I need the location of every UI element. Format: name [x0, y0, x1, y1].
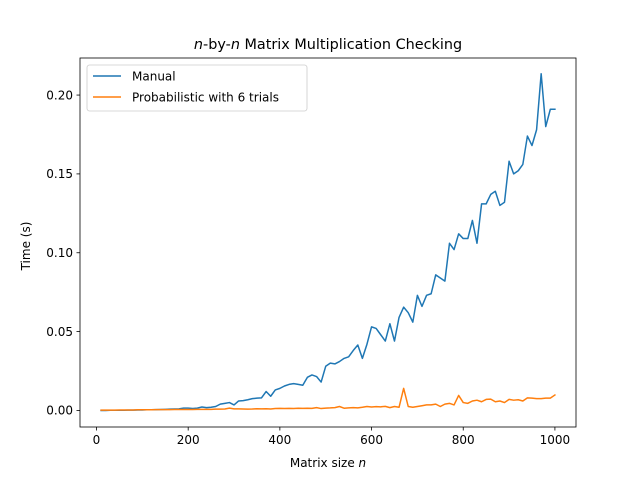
axes: 0 200 400 600 800 1000 0.00 0.05 0.10 0.15 0.20 — [46, 57, 577, 447]
x-tick-label: 0 — [93, 433, 101, 447]
text-part: n — [194, 37, 203, 53]
legend-box — [86, 64, 308, 112]
text-part: Matrix Multiplication Checking — [240, 37, 462, 53]
axes-frame — [79, 57, 577, 428]
plot-area — [100, 73, 556, 412]
x-axis-label: Matrix size n — [290, 456, 366, 470]
x-tick-label: 200 — [177, 433, 200, 447]
y-tick-label: 0.10 — [46, 246, 73, 260]
y-tick-label: 0.15 — [46, 167, 73, 181]
y-tick-label: 0.05 — [46, 325, 73, 339]
chart-title: n-by-n Matrix Multiplication Checking — [194, 37, 462, 53]
x-tick-label: 800 — [452, 433, 475, 447]
series-line-probabilistic — [100, 387, 556, 411]
text-part: -by- — [203, 37, 231, 53]
legend-label-manual: Manual — [132, 69, 176, 83]
y-tick-label: 0.00 — [46, 404, 73, 418]
text-part: Matrix size — [290, 456, 359, 470]
x-tick-label: 600 — [360, 433, 383, 447]
y-tick-label: 0.20 — [46, 88, 73, 102]
legend: Manual Probabilistic with 6 trials — [86, 64, 308, 112]
legend-label-probabilistic: Probabilistic with 6 trials — [132, 90, 279, 104]
y-axis-label: Time (s) — [19, 222, 33, 272]
x-tick-label: 400 — [268, 433, 291, 447]
text-part: n — [359, 456, 367, 470]
x-tick-label: 1000 — [540, 433, 571, 447]
text-part: n — [231, 37, 240, 53]
